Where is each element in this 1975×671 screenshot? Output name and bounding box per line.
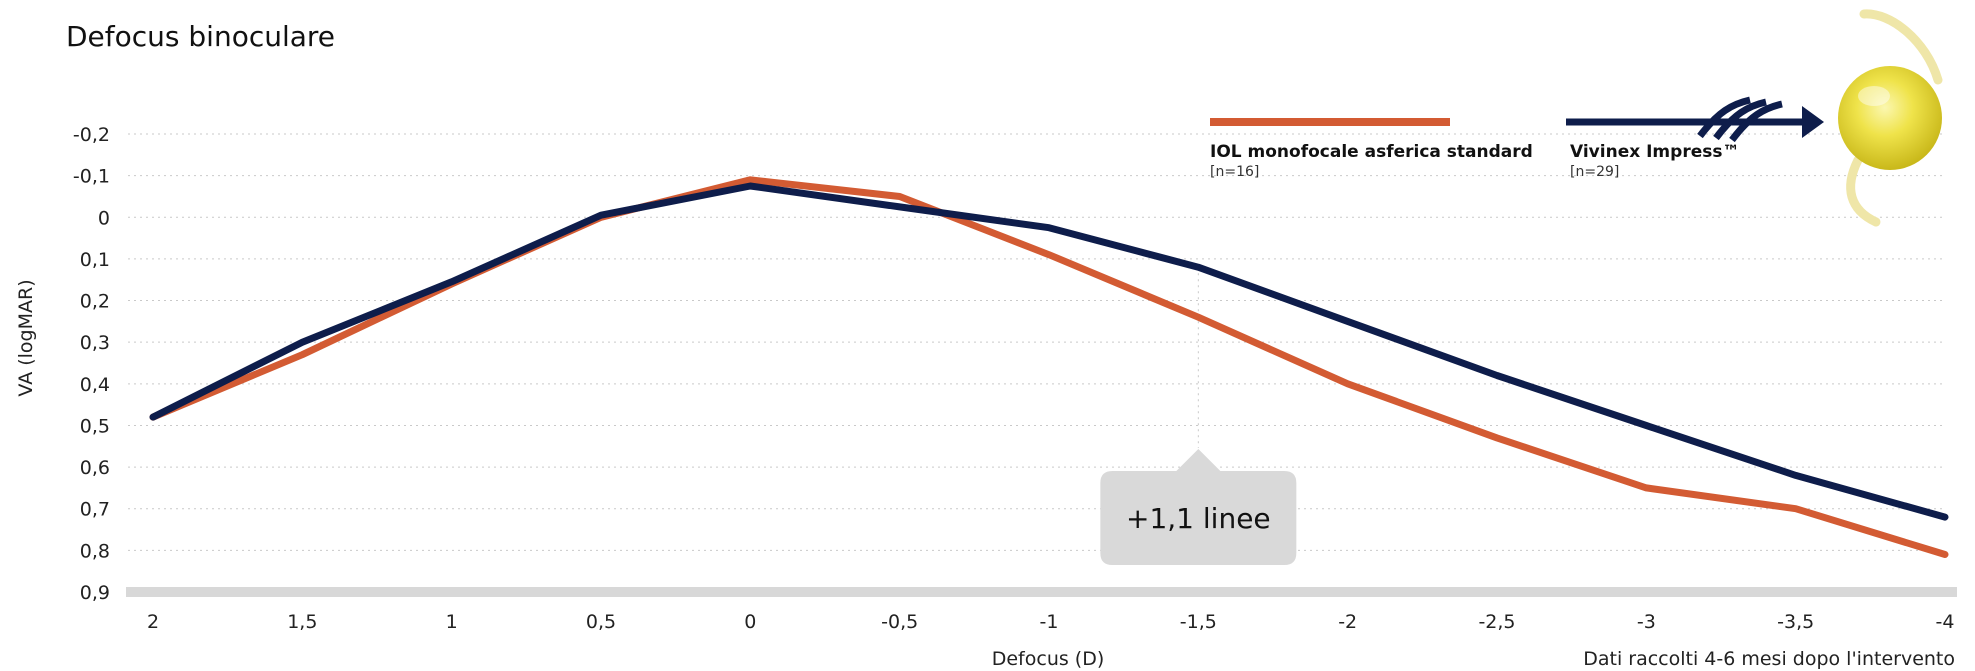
y-tick-label: 0,8 xyxy=(80,540,110,562)
intraocular-lens-icon xyxy=(1838,9,1943,227)
x-tick-label: 0,5 xyxy=(586,611,616,633)
x-axis-line xyxy=(126,587,1957,597)
legend-n-standard: [n=16] xyxy=(1210,164,1259,180)
legend-label-standard: IOL monofocale asferica standard xyxy=(1210,142,1533,162)
y-axis-tick-labels: -0,2 -0,1 0 0,1 0,2 0,3 0,4 0,5 0,6 0,7 0,8 0,9 xyxy=(73,124,110,604)
series-lines xyxy=(149,176,1949,558)
data-note: Dati raccolti 4-6 mesi dopo l'intervento xyxy=(1583,648,1955,670)
improvement-callout: +1,1 linee xyxy=(1100,449,1297,565)
y-axis-label: VA (logMAR) xyxy=(15,279,37,396)
grid-lines xyxy=(128,133,1945,551)
legend-n-vivinex: [n=29] xyxy=(1570,164,1619,180)
x-tick-label: -1 xyxy=(1040,611,1059,633)
x-tick-label: 2 xyxy=(147,611,159,633)
x-tick-label: -0,5 xyxy=(881,611,918,633)
x-tick-label: -1,5 xyxy=(1180,611,1217,633)
x-tick-label: 1,5 xyxy=(287,611,317,633)
series-line-standard xyxy=(149,176,1949,558)
y-tick-label: 0,1 xyxy=(80,249,110,271)
y-tick-label: 0,6 xyxy=(80,457,110,479)
x-tick-label: -2,5 xyxy=(1478,611,1515,633)
x-tick-label: -3 xyxy=(1637,611,1656,633)
x-tick-label: -2 xyxy=(1338,611,1357,633)
legend-label-vivinex: Vivinex Impress™ xyxy=(1570,142,1739,162)
x-axis-label: Defocus (D) xyxy=(992,648,1105,670)
x-tick-label: -4 xyxy=(1936,611,1955,633)
y-tick-label: 0,2 xyxy=(80,291,110,313)
y-tick-label: 0,3 xyxy=(80,332,110,354)
callout-text: +1,1 linee xyxy=(1126,502,1271,535)
y-tick-label: -0,1 xyxy=(73,166,110,188)
legend: IOL monofocale asferica standard [n=16] … xyxy=(1210,9,1943,227)
y-tick-label: 0,4 xyxy=(80,374,110,396)
series-line-vivinex xyxy=(149,182,1949,521)
x-tick-label: -3,5 xyxy=(1777,611,1814,633)
x-tick-label: 0 xyxy=(744,611,756,633)
y-tick-label: 0 xyxy=(98,207,110,229)
y-tick-label: 0,9 xyxy=(80,582,110,604)
y-tick-label: 0,7 xyxy=(80,499,110,521)
chart-title: Defocus binoculare xyxy=(66,20,335,53)
arrow-icon xyxy=(1566,96,1824,143)
y-tick-label: -0,2 xyxy=(73,124,110,146)
x-tick-label: 1 xyxy=(446,611,458,633)
y-tick-label: 0,5 xyxy=(80,415,110,437)
x-axis-tick-labels: 2 1,5 1 0,5 0 -0,5 -1 -1,5 -2 -2,5 -3 -3,5 -4 xyxy=(147,611,1955,633)
